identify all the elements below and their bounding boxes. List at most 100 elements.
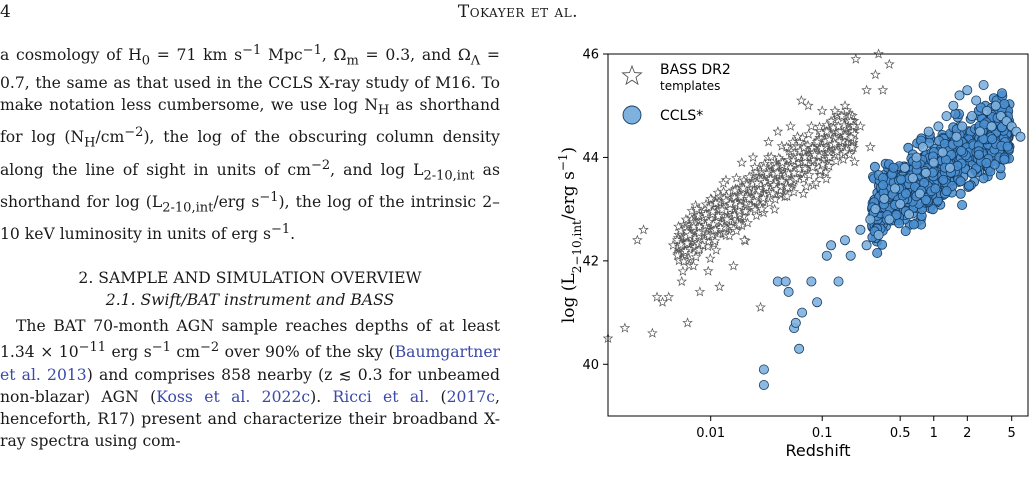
bass-point bbox=[693, 244, 705, 255]
bass-point bbox=[731, 172, 742, 183]
bass-point bbox=[769, 203, 780, 215]
text-column: a cosmology of H0 = 71 km s−1 Mpc−1, Ωm … bbox=[0, 40, 500, 452]
bass-point bbox=[742, 217, 753, 228]
ccls-point bbox=[894, 218, 905, 229]
ccls-point bbox=[783, 286, 794, 297]
ccls-point bbox=[839, 235, 850, 246]
bass-point bbox=[792, 131, 803, 142]
bass-point bbox=[798, 188, 809, 199]
bass-point bbox=[647, 327, 658, 338]
bass-point bbox=[761, 182, 772, 193]
ccls-point bbox=[978, 80, 989, 91]
x-tick-label: 0.01 bbox=[696, 426, 725, 441]
ccls-point bbox=[955, 188, 966, 199]
bass-point bbox=[782, 182, 793, 193]
bass-point bbox=[849, 156, 860, 167]
ticks-layer: 0.01 0.1 0.5 1 2 5 40 42 44 46 bbox=[582, 48, 1015, 442]
bass-point bbox=[799, 151, 811, 162]
x-tick-label: 0.1 bbox=[812, 426, 833, 441]
bass-point bbox=[709, 224, 721, 235]
ccls-point bbox=[758, 364, 769, 375]
bass-point bbox=[707, 206, 719, 217]
bass-point bbox=[697, 239, 709, 250]
paragraph-bat-sample: The BAT 70-month AGN sample reaches dept… bbox=[0, 317, 501, 450]
ccls-point bbox=[1002, 141, 1013, 152]
bass-point bbox=[844, 149, 855, 160]
bass-point bbox=[691, 203, 703, 214]
ccls-point bbox=[928, 157, 939, 168]
bass-point bbox=[740, 205, 751, 216]
ccls-point bbox=[941, 111, 952, 122]
bass-point bbox=[737, 182, 749, 194]
ccls-point bbox=[927, 204, 938, 215]
legend-label-bass: BASS DR2 bbox=[660, 62, 731, 78]
bass-point bbox=[794, 136, 806, 147]
ccls-point bbox=[944, 162, 955, 173]
bass-point bbox=[811, 136, 823, 147]
ccls-point bbox=[900, 188, 911, 199]
ccls-point bbox=[964, 180, 975, 191]
bass-point bbox=[751, 177, 763, 188]
ccls-point bbox=[999, 99, 1010, 110]
bass-point bbox=[802, 100, 814, 111]
citation-link[interactable]: Koss et al. 2022c bbox=[156, 387, 311, 406]
bass-point bbox=[870, 69, 881, 80]
bass-point bbox=[755, 301, 766, 312]
bass-point bbox=[814, 121, 825, 132]
ccls-point bbox=[933, 121, 944, 132]
ccls-point bbox=[956, 145, 967, 156]
ccls-point bbox=[948, 100, 959, 111]
bass-point bbox=[836, 110, 848, 121]
ccls-point bbox=[872, 247, 883, 258]
bass-point bbox=[770, 162, 782, 173]
ccls-point bbox=[806, 276, 817, 287]
bass-point bbox=[861, 84, 872, 95]
bass-point bbox=[731, 225, 742, 236]
bass-point bbox=[730, 197, 741, 208]
bass-point bbox=[638, 224, 649, 235]
bass-point bbox=[809, 149, 820, 160]
ccls-point bbox=[790, 317, 801, 328]
bass-point bbox=[693, 210, 704, 221]
ccls-point bbox=[869, 161, 880, 172]
bass-point bbox=[810, 177, 822, 188]
citation-link[interactable]: 2017c bbox=[446, 387, 496, 406]
points-layer bbox=[602, 48, 1026, 390]
bass-point bbox=[749, 195, 760, 206]
y-tick-label: 46 bbox=[582, 48, 599, 63]
ccls-point bbox=[920, 167, 931, 178]
bass-point bbox=[704, 253, 716, 264]
bass-point bbox=[725, 198, 736, 209]
ccls-point bbox=[890, 183, 901, 194]
bass-point bbox=[781, 141, 793, 152]
paragraph-cosmology: a cosmology of H0 = 71 km s−1 Mpc−1, Ωm … bbox=[0, 43, 500, 244]
bass-point bbox=[715, 222, 726, 233]
bass-point bbox=[823, 134, 835, 145]
bass-point bbox=[709, 235, 721, 246]
bass-point bbox=[667, 239, 679, 250]
ccls-point bbox=[996, 88, 1007, 99]
bass-point bbox=[690, 251, 702, 262]
ccls-point bbox=[877, 180, 888, 191]
ccls-point bbox=[966, 111, 977, 122]
ccls-point bbox=[920, 194, 931, 205]
bass-point bbox=[688, 260, 699, 271]
y-tick-label: 42 bbox=[582, 254, 599, 269]
citation-link[interactable]: Ricci et al. bbox=[332, 387, 430, 406]
page-header: 4 Tokayer et al. bbox=[0, 0, 1036, 30]
ccls-point bbox=[957, 121, 968, 132]
bass-point bbox=[671, 234, 683, 245]
bass-point bbox=[781, 190, 793, 201]
bass-point bbox=[767, 188, 779, 199]
bass-point bbox=[816, 105, 828, 116]
bass-point bbox=[839, 100, 851, 111]
ccls-point bbox=[855, 224, 866, 235]
bass-point bbox=[678, 256, 690, 267]
bass-point bbox=[845, 115, 857, 126]
bass-point bbox=[681, 237, 693, 248]
bass-point bbox=[710, 244, 722, 255]
ccls-point bbox=[957, 199, 968, 210]
citation-link[interactable]: Baumgartner et al. 2013 bbox=[0, 343, 500, 384]
bass-point bbox=[800, 181, 812, 192]
